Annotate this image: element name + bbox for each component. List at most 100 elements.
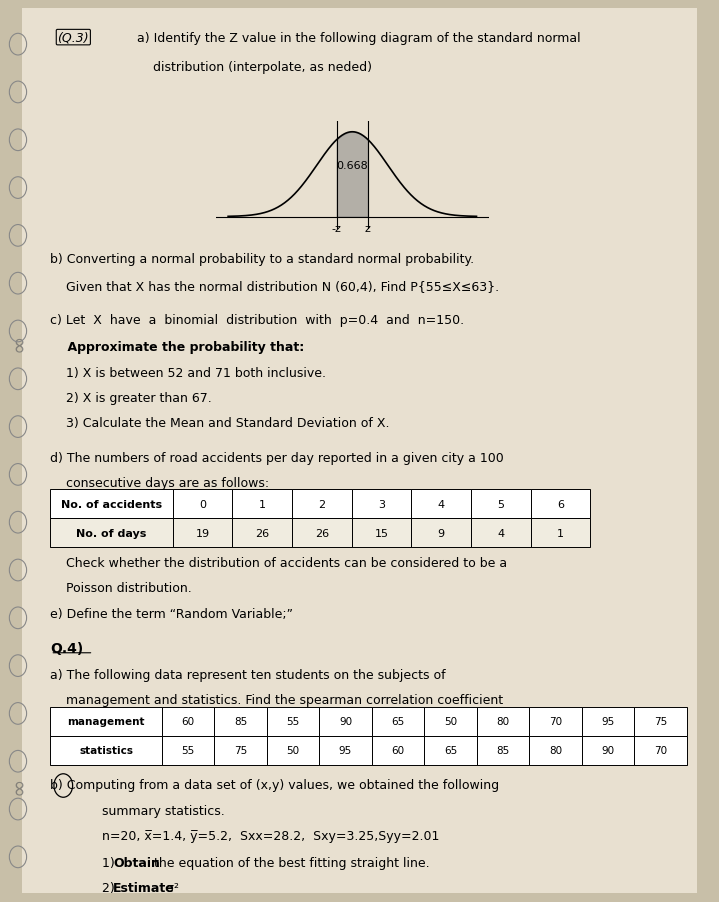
Text: ∞: ∞: [8, 334, 28, 352]
Text: 95: 95: [601, 716, 615, 727]
FancyBboxPatch shape: [50, 519, 173, 548]
Text: 1) X is between 52 and 71 both inclusive.: 1) X is between 52 and 71 both inclusive…: [50, 366, 326, 379]
FancyBboxPatch shape: [424, 707, 477, 736]
Text: Obtain: Obtain: [113, 856, 160, 869]
Text: 90: 90: [339, 716, 352, 727]
Text: Given that X has the normal distribution N (60,4), Find P{55≤X≤63}.: Given that X has the normal distribution…: [50, 280, 500, 292]
FancyBboxPatch shape: [471, 490, 531, 519]
FancyBboxPatch shape: [582, 707, 634, 736]
Text: 50: 50: [286, 745, 300, 756]
Text: 60: 60: [181, 716, 195, 727]
Text: 75: 75: [654, 716, 667, 727]
FancyBboxPatch shape: [214, 707, 267, 736]
Text: 26: 26: [255, 528, 269, 538]
Text: 75: 75: [234, 745, 247, 756]
Text: d) The numbers of road accidents per day reported in a given city a 100: d) The numbers of road accidents per day…: [50, 451, 504, 464]
Text: 5: 5: [498, 499, 504, 510]
Text: 55: 55: [286, 716, 300, 727]
FancyBboxPatch shape: [531, 519, 590, 548]
FancyBboxPatch shape: [50, 736, 162, 765]
Text: 4: 4: [498, 528, 504, 538]
Text: No. of days: No. of days: [76, 528, 147, 538]
Text: 80: 80: [549, 745, 562, 756]
Text: z: z: [365, 224, 371, 234]
Text: 1: 1: [259, 499, 265, 510]
FancyBboxPatch shape: [292, 490, 352, 519]
FancyBboxPatch shape: [372, 707, 424, 736]
FancyBboxPatch shape: [173, 490, 232, 519]
FancyBboxPatch shape: [411, 490, 471, 519]
Text: 65: 65: [444, 745, 457, 756]
Text: 70: 70: [654, 745, 667, 756]
Text: σ²: σ²: [162, 881, 179, 894]
FancyBboxPatch shape: [424, 736, 477, 765]
Text: Estimate: Estimate: [113, 881, 175, 894]
Text: 0.668: 0.668: [336, 161, 368, 170]
Text: Q.4): Q.4): [50, 641, 83, 656]
FancyBboxPatch shape: [372, 736, 424, 765]
Text: 4: 4: [438, 499, 444, 510]
FancyBboxPatch shape: [352, 519, 411, 548]
FancyBboxPatch shape: [319, 736, 372, 765]
Text: b) Computing from a data set of (x,y) values, we obtained the following: b) Computing from a data set of (x,y) va…: [50, 778, 500, 791]
Text: e) Define the term “Random Variable;”: e) Define the term “Random Variable;”: [50, 607, 293, 620]
FancyBboxPatch shape: [292, 519, 352, 548]
Text: 0: 0: [199, 499, 206, 510]
Text: 3) Calculate the Mean and Standard Deviation of X.: 3) Calculate the Mean and Standard Devia…: [50, 417, 390, 429]
FancyBboxPatch shape: [477, 736, 529, 765]
Text: n=20, x̅=1.4, y̅=5.2,  Sxx=28.2,  Sxy=3.25,Syy=2.01: n=20, x̅=1.4, y̅=5.2, Sxx=28.2, Sxy=3.25…: [86, 829, 439, 842]
FancyBboxPatch shape: [471, 519, 531, 548]
Text: 3: 3: [378, 499, 385, 510]
Text: a) The following data represent ten students on the subjects of: a) The following data represent ten stud…: [50, 668, 446, 681]
Text: the equation of the best fitting straight line.: the equation of the best fitting straigh…: [150, 856, 429, 869]
Text: ∞: ∞: [8, 776, 28, 794]
Text: 70: 70: [549, 716, 562, 727]
FancyBboxPatch shape: [173, 519, 232, 548]
FancyBboxPatch shape: [529, 707, 582, 736]
FancyBboxPatch shape: [582, 736, 634, 765]
FancyBboxPatch shape: [267, 707, 319, 736]
Text: 90: 90: [601, 745, 615, 756]
Text: 26: 26: [315, 528, 329, 538]
FancyBboxPatch shape: [352, 490, 411, 519]
Text: 2): 2): [86, 881, 119, 894]
FancyBboxPatch shape: [531, 490, 590, 519]
FancyBboxPatch shape: [411, 519, 471, 548]
FancyBboxPatch shape: [214, 736, 267, 765]
FancyBboxPatch shape: [162, 736, 214, 765]
Text: 85: 85: [234, 716, 247, 727]
FancyBboxPatch shape: [50, 490, 173, 519]
Text: 1: 1: [557, 528, 564, 538]
Text: 2) X is greater than 67.: 2) X is greater than 67.: [50, 391, 212, 404]
Text: 50: 50: [444, 716, 457, 727]
Text: consecutive days are as follows:: consecutive days are as follows:: [50, 476, 270, 489]
Text: 65: 65: [391, 716, 405, 727]
FancyBboxPatch shape: [634, 736, 687, 765]
Text: Poisson distribution.: Poisson distribution.: [50, 582, 192, 594]
Text: 2: 2: [319, 499, 325, 510]
Text: 85: 85: [496, 745, 510, 756]
Text: 19: 19: [196, 528, 209, 538]
FancyBboxPatch shape: [529, 736, 582, 765]
Text: 95: 95: [339, 745, 352, 756]
FancyBboxPatch shape: [50, 707, 162, 736]
FancyBboxPatch shape: [232, 519, 292, 548]
Text: summary statistics.: summary statistics.: [86, 804, 225, 816]
Text: statistics: statistics: [79, 745, 133, 756]
Text: (Q.3): (Q.3): [58, 32, 89, 44]
Text: 60: 60: [391, 745, 405, 756]
Text: c) Let  X  have  a  binomial  distribution  with  p=0.4  and  n=150.: c) Let X have a binomial distribution wi…: [50, 314, 464, 327]
Text: Approximate the probability that:: Approximate the probability that:: [50, 341, 305, 354]
Text: distribution (interpolate, as neded): distribution (interpolate, as neded): [137, 61, 372, 74]
Text: b) Converting a normal probability to a standard normal probability.: b) Converting a normal probability to a …: [50, 253, 475, 265]
Text: 1): 1): [86, 856, 119, 869]
FancyBboxPatch shape: [267, 736, 319, 765]
Text: a) Identify the Z value in the following diagram of the standard normal: a) Identify the Z value in the following…: [137, 32, 580, 44]
Text: management and statistics. Find the spearman correlation coefficient: management and statistics. Find the spea…: [50, 694, 503, 706]
Text: management: management: [68, 716, 145, 727]
FancyBboxPatch shape: [162, 707, 214, 736]
Text: 9: 9: [438, 528, 444, 538]
FancyBboxPatch shape: [477, 707, 529, 736]
FancyBboxPatch shape: [634, 707, 687, 736]
Text: -z: -z: [331, 224, 342, 234]
